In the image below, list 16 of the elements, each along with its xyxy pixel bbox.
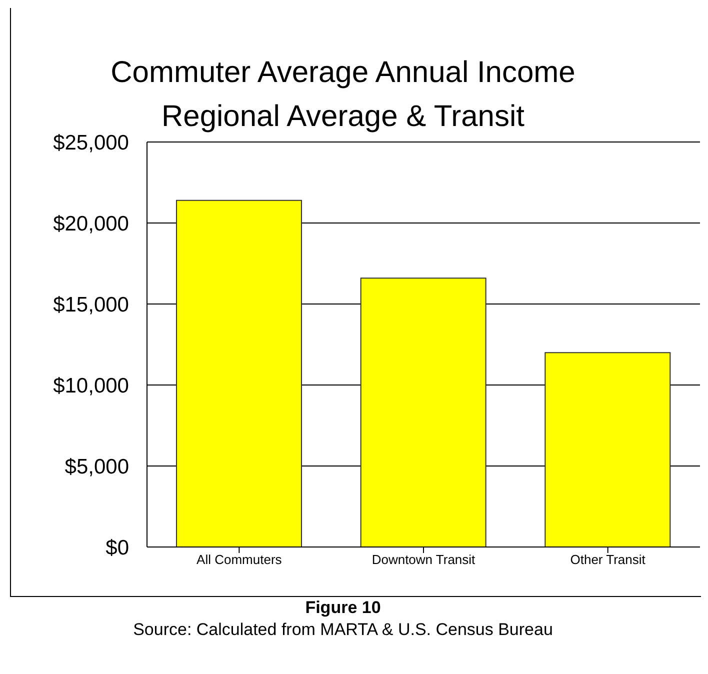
x-tick-label: Other Transit	[570, 552, 646, 568]
chart-title: Commuter Average Annual Income	[110, 56, 576, 90]
x-tick-label: Downtown Transit	[372, 552, 476, 568]
y-tick-label: $5,000	[64, 455, 129, 478]
chart-subtitle: Regional Average & Transit	[161, 100, 524, 133]
y-tick-label: $10,000	[53, 374, 129, 398]
y-tick-label: $15,000	[53, 293, 129, 316]
source-note: Source: Calculated from MARTA & U.S. Census Bureau	[132, 620, 554, 640]
x-tick-label: All Commuters	[196, 552, 282, 568]
bar	[544, 352, 671, 547]
caption: Figure 10	[304, 598, 382, 618]
y-tick-label: $20,000	[53, 212, 129, 236]
y-tick-label: $25,000	[53, 131, 129, 154]
bar	[360, 278, 486, 547]
y-tick-label: $0	[106, 536, 129, 560]
bar	[176, 200, 302, 547]
